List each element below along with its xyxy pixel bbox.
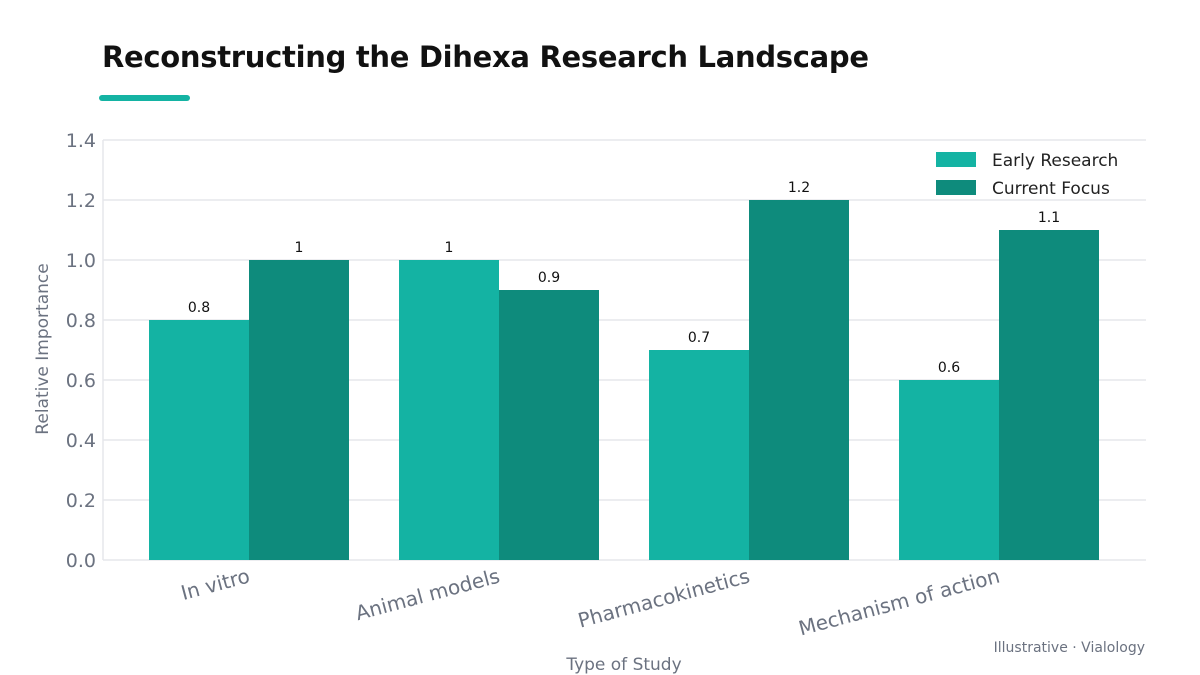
data-label: 0.6 <box>938 360 960 376</box>
x-axis-categories: In vitro Animal models Pharmacokinetics Mec… <box>178 564 1002 641</box>
y-tick-label: 0.0 <box>66 550 96 572</box>
y-tick-label: 0.8 <box>66 310 96 332</box>
bar-current-focus <box>499 290 599 560</box>
x-axis-title: Type of Study <box>565 655 681 675</box>
data-label: 0.8 <box>188 300 210 316</box>
x-category-label: Animal models <box>353 564 502 626</box>
bar-early-research <box>649 350 749 560</box>
legend-swatch <box>936 152 976 167</box>
data-label: 1.1 <box>1038 210 1060 226</box>
y-tick-label: 0.6 <box>66 370 96 392</box>
data-label: 0.7 <box>688 330 710 346</box>
data-label: 1.2 <box>788 180 810 196</box>
x-category-label: In vitro <box>178 564 252 605</box>
y-tick-label: 0.2 <box>66 490 96 512</box>
source-note: Illustrative · Vialology <box>993 640 1145 656</box>
bar-current-focus <box>749 200 849 560</box>
y-tick-label: 1.4 <box>66 130 96 152</box>
y-tick-label: 1.0 <box>66 250 96 272</box>
data-label: 1 <box>295 240 304 256</box>
bar-early-research <box>149 320 249 560</box>
bars <box>149 200 1099 560</box>
title-accent-bar <box>99 95 190 101</box>
x-category-label: Mechanism of action <box>796 564 1002 641</box>
data-label: 0.9 <box>538 270 560 286</box>
bar-early-research <box>899 380 999 560</box>
bar-current-focus <box>249 260 349 560</box>
bar-early-research <box>399 260 499 560</box>
y-axis-title: Relative Importance <box>33 263 53 434</box>
data-label: 1 <box>445 240 454 256</box>
chart-title: Reconstructing the Dihexa Research Lands… <box>102 40 869 74</box>
y-axis-ticks: 0.0 0.2 0.4 0.6 0.8 1.0 1.2 1.4 <box>66 130 96 572</box>
legend-label: Early Research <box>992 151 1118 171</box>
legend-label: Current Focus <box>992 179 1110 199</box>
y-tick-label: 0.4 <box>66 430 96 452</box>
x-category-label: Pharmacokinetics <box>575 564 752 633</box>
legend-swatch <box>936 180 976 195</box>
bar-current-focus <box>999 230 1099 560</box>
legend: Early Research Current Focus <box>936 151 1118 199</box>
y-tick-label: 1.2 <box>66 190 96 212</box>
data-labels: 0.8 1 1 0.9 0.7 1.2 0.6 1.1 <box>188 180 1060 376</box>
